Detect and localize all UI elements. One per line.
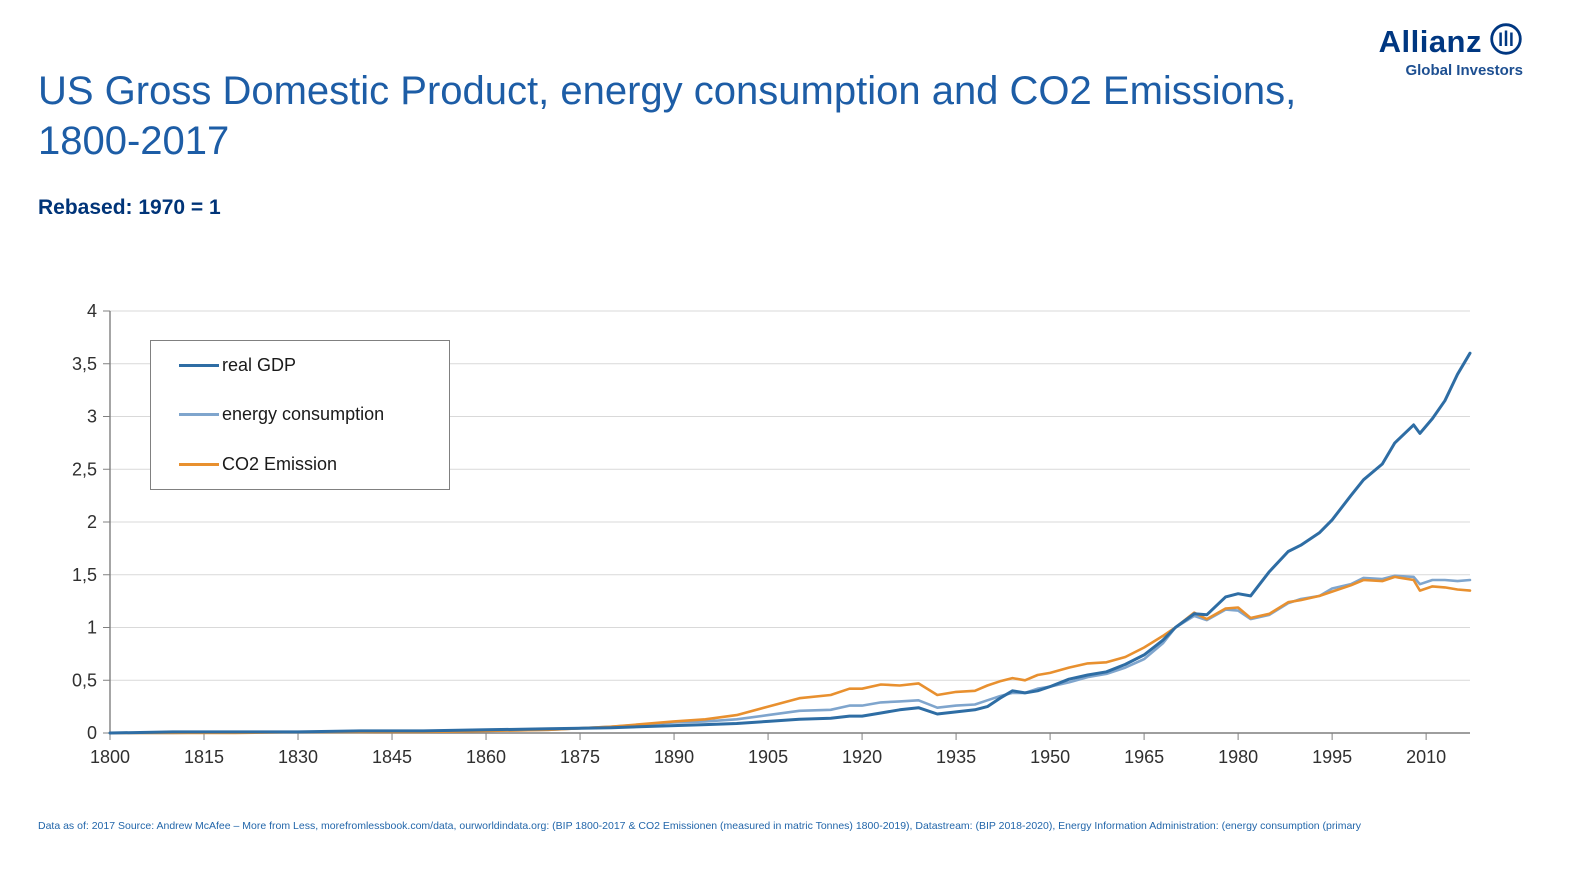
allianz-global-investors-label: Global Investors <box>1405 62 1523 79</box>
x-axis-tick-label: 1845 <box>372 747 412 767</box>
x-axis-tick-label: 1935 <box>936 747 976 767</box>
x-axis-tick-label: 1965 <box>1124 747 1164 767</box>
x-axis-tick-label: 1950 <box>1030 747 1070 767</box>
legend-item-real-gdp: real GDP <box>179 341 449 390</box>
series-real-gdp <box>108 351 1472 735</box>
y-axis-tick-label: 0,5 <box>72 670 97 690</box>
source-note: Data as of: 2017 Source: Andrew McAfee –… <box>38 820 1362 832</box>
x-axis-tick-label: 1860 <box>466 747 506 767</box>
legend-swatch-co2-emission <box>179 462 219 466</box>
allianz-eagle-icon <box>1489 22 1523 61</box>
x-axis-tick-label: 1815 <box>184 747 224 767</box>
allianz-logo: Allianz Global Investors <box>1379 22 1523 79</box>
legend-swatch-real-gdp <box>179 364 219 368</box>
legend-label-energy-consumption: energy consumption <box>222 404 385 425</box>
x-axis-tick-label: 1980 <box>1218 747 1258 767</box>
y-axis-tick-label: 0 <box>87 723 97 743</box>
x-axis-tick-label: 1830 <box>278 747 318 767</box>
chart-canvas: 0 0,5 1 1,5 2 2,5 3 3,5 4 1800 1815 1830 1845 1860 187… <box>72 301 1472 767</box>
x-axis-tick-label: 1920 <box>842 747 882 767</box>
y-axis-tick-label: 2 <box>87 512 97 532</box>
y-axis-tick-label: 3,5 <box>72 354 97 374</box>
y-axis-tick-label: 3 <box>87 407 97 427</box>
x-axis-tick-label: 1800 <box>90 747 130 767</box>
allianz-logo-row: Allianz <box>1379 22 1523 61</box>
legend-label-real-gdp: real GDP <box>222 355 297 376</box>
y-axis-tick-label: 1 <box>87 618 97 638</box>
x-axis-tick-label: 1875 <box>560 747 600 767</box>
y-axis-tick-label: 1,5 <box>72 565 97 585</box>
legend-item-co2-emission: CO2 Emission <box>179 440 449 489</box>
chart-legend: real GDP energy consumption CO2 Emission <box>150 340 450 490</box>
series-energy-consumption <box>108 574 1472 735</box>
line-chart: 0 0,5 1 1,5 2 2,5 3 3,5 4 1800 1815 1830 1845 1860 187… <box>30 298 1540 798</box>
chart-subtitle: Rebased: 1970 = 1 <box>38 196 221 219</box>
x-axis-tick-label: 1890 <box>654 747 694 767</box>
x-axis-tick-label: 1995 <box>1312 747 1352 767</box>
page-title: US Gross Domestic Product, energy consum… <box>38 69 1297 164</box>
y-axis-tick-label: 2,5 <box>72 459 97 479</box>
y-axis-tick-label: 4 <box>87 301 97 321</box>
x-axis-tick-label: 2010 <box>1406 747 1446 767</box>
legend-swatch-energy-consumption <box>179 413 219 417</box>
allianz-wordmark: Allianz <box>1378 23 1482 59</box>
x-axis-tick-label: 1905 <box>748 747 788 767</box>
legend-label-co2-emission: CO2 Emission <box>222 453 338 474</box>
legend-item-energy-consumption: energy consumption <box>179 390 449 439</box>
series-co2-emission <box>108 575 1472 735</box>
